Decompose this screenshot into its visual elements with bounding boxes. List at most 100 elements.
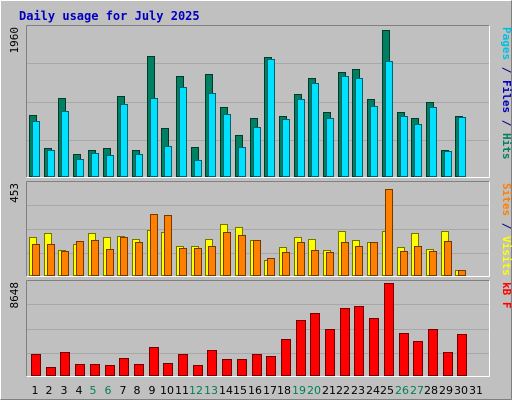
bar-kb-f-day-2 [46,367,56,376]
bar-pages-day-14 [223,114,231,177]
bar-sites-day-4 [76,241,84,276]
chart-panels: 1960 Pages / Files / Hits 453 Sites / Visit… [8,25,512,377]
bar-sites-day-24 [370,242,378,276]
bar-sites-day-13 [208,246,216,276]
bar-kb-f-day-6 [105,365,115,376]
bar-sites-day-28 [429,251,437,276]
bar-pages-day-28 [429,107,437,177]
bar-pages-day-22 [341,76,349,177]
panel-hits-files-pages: 1960 Pages / Files / Hits [8,25,512,178]
day-label: 6 [105,384,112,397]
day-label: 4 [76,384,83,397]
panel-legend: kB F [500,282,512,309]
legend-entry: Files [500,80,512,113]
day-label: 20 [307,384,321,397]
bar-kb-f-day-28 [428,329,438,376]
bar-pages-day-19 [297,99,305,177]
bar-sites-day-5 [91,240,99,276]
bar-kb-f-day-18 [281,339,291,376]
bar-kb-f-day-8 [134,364,144,376]
day-label: 28 [424,384,438,397]
panel-max-label: 453 [8,183,21,203]
bar-pages-day-23 [355,78,363,177]
x-axis-day-labels: 1 2 3 4 5 6 7 8 9 10 11 12 13 14 15 16 17 18 19 20 21 22 23 24 2… [32,384,484,397]
day-label: 21 [322,384,336,397]
day-label: 14 [219,384,233,397]
bar-sites-day-7 [120,237,128,276]
day-label: 8 [134,384,141,397]
panel-kbytes: 8648 kB F [8,280,512,377]
bar-kb-f-day-29 [443,352,453,376]
bar-pages-day-5 [91,153,99,177]
day-label: 16 [248,384,262,397]
bar-sites-day-14 [223,232,231,276]
series-pages [32,59,466,177]
day-label: 26 [395,384,409,397]
bar-sites-day-17 [267,258,275,276]
day-label: 22 [336,384,350,397]
panel-max-label: 1960 [8,27,21,54]
bar-kb-f-day-24 [369,318,379,376]
bar-kb-f-day-17 [266,356,276,376]
bar-sites-day-27 [414,246,422,276]
bar-pages-day-18 [282,119,290,177]
bar-kb-f-day-30 [457,334,467,376]
series-kb-f [31,283,467,376]
bar-kb-f-day-11 [178,354,188,376]
bar-kb-f-day-27 [413,341,423,376]
day-label: 13 [204,384,218,397]
bar-sites-day-30 [458,270,466,276]
bar-pages-day-15 [238,147,246,177]
bar-pages-day-29 [444,151,452,177]
bar-sites-day-8 [135,242,143,276]
bar-sites-day-23 [355,246,363,276]
bar-kb-f-day-13 [207,350,217,376]
bar-pages-day-26 [400,116,408,177]
bar-pages-day-20 [311,83,319,177]
bar-kb-f-day-7 [119,358,129,376]
day-label: 2 [46,384,53,397]
bar-sites-day-11 [179,248,187,276]
day-label: 11 [175,384,189,397]
bar-kb-f-day-14 [222,359,232,376]
bar-pages-day-16 [253,127,261,177]
bar-kb-f-day-12 [193,365,203,376]
bar-pages-day-17 [267,59,275,177]
bar-pages-day-9 [150,98,158,177]
bar-sites-day-21 [326,252,334,276]
bar-sites-day-22 [341,242,349,276]
bar-pages-day-12 [194,160,202,177]
bar-pages-day-10 [164,146,172,177]
series-sites [32,189,466,276]
bar-sites-day-29 [444,241,452,276]
bar-pages-day-7 [120,104,128,177]
bar-pages-day-2 [47,150,55,177]
bar-kb-f-day-19 [296,320,306,376]
day-label: 3 [61,384,68,397]
legend-entry: / [500,60,512,80]
bar-sites-day-9 [150,214,158,276]
bar-pages-day-24 [370,106,378,177]
bar-pages-day-13 [208,93,216,177]
day-label: 24 [366,384,380,397]
day-label: 15 [233,384,247,397]
bar-kb-f-day-9 [149,347,159,376]
day-label: 1 [32,384,39,397]
day-label: 19 [292,384,306,397]
bar-kb-f-day-4 [75,364,85,376]
bar-kb-f-day-26 [399,333,409,376]
bar-sites-day-6 [106,249,114,276]
bar-kb-f-day-25 [384,283,394,376]
bar-kb-f-day-1 [31,354,41,376]
legend-entry: Visits [500,236,512,276]
bar-sites-day-25 [385,189,393,276]
day-label: 7 [120,384,127,397]
bar-pages-day-11 [179,87,187,177]
bar-sites-day-19 [297,242,305,276]
panel-max-label: 8648 [8,282,21,309]
legend-entry: Hits [500,133,512,160]
day-label: 9 [149,384,156,397]
bar-kb-f-day-23 [354,306,364,376]
bar-sites-day-20 [311,250,319,276]
